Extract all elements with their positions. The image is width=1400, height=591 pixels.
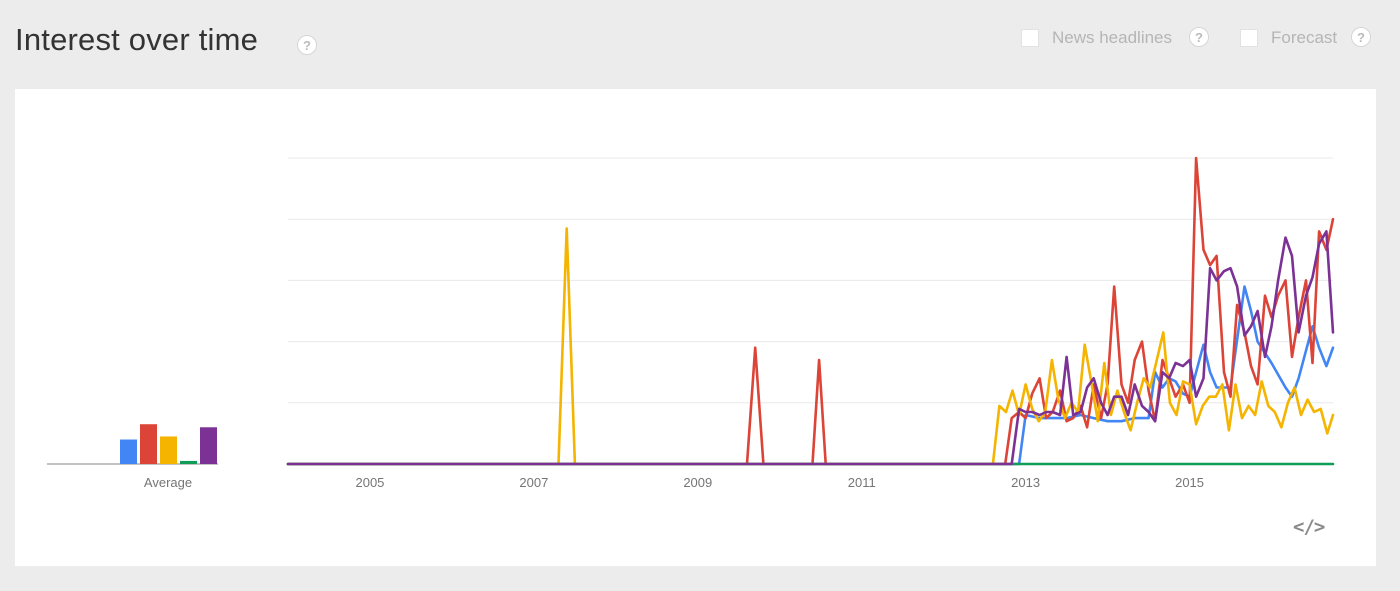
forecast-checkbox[interactable] [1240, 29, 1258, 47]
x-tick-label-2009: 2009 [683, 475, 712, 490]
x-tick-label-2005: 2005 [355, 475, 384, 490]
x-tick-label-2015: 2015 [1175, 475, 1204, 490]
series-line-red [286, 156, 1335, 466]
header: Interest over time ? News headlines ? Fo… [0, 0, 1400, 88]
embed-code-icon[interactable]: </> [1293, 516, 1325, 538]
x-tick-label-2007: 2007 [519, 475, 548, 490]
interest-chart: Average 2005 2007 2009 2011 2013 2015 [47, 156, 1335, 490]
series-line-blue [286, 285, 1335, 466]
forecast-label: Forecast [1271, 28, 1338, 47]
series-line-yellow [286, 227, 1335, 466]
page-title: Interest over time [15, 22, 259, 57]
forecast-help-icon[interactable]: ? [1351, 27, 1371, 47]
help-icon[interactable]: ? [297, 35, 317, 55]
average-bar-2 [160, 436, 177, 464]
average-bar-1 [140, 424, 157, 464]
news-headlines-option[interactable]: News headlines ? [1021, 27, 1215, 49]
forecast-option[interactable]: Forecast ? [1240, 27, 1380, 49]
average-bar-4 [200, 427, 217, 464]
news-headlines-checkbox[interactable] [1021, 29, 1039, 47]
news-headlines-label: News headlines [1052, 28, 1173, 47]
news-headlines-help-icon[interactable]: ? [1189, 27, 1209, 47]
average-bar-3 [180, 460, 197, 464]
x-tick-label-2011: 2011 [848, 475, 876, 490]
chart-panel: Average 2005 2007 2009 2011 2013 2015 </> [15, 89, 1376, 566]
x-tick-label-2013: 2013 [1011, 475, 1040, 490]
average-label: Average [144, 475, 192, 490]
average-bar-0 [120, 439, 137, 464]
series-line-purple [286, 230, 1335, 466]
